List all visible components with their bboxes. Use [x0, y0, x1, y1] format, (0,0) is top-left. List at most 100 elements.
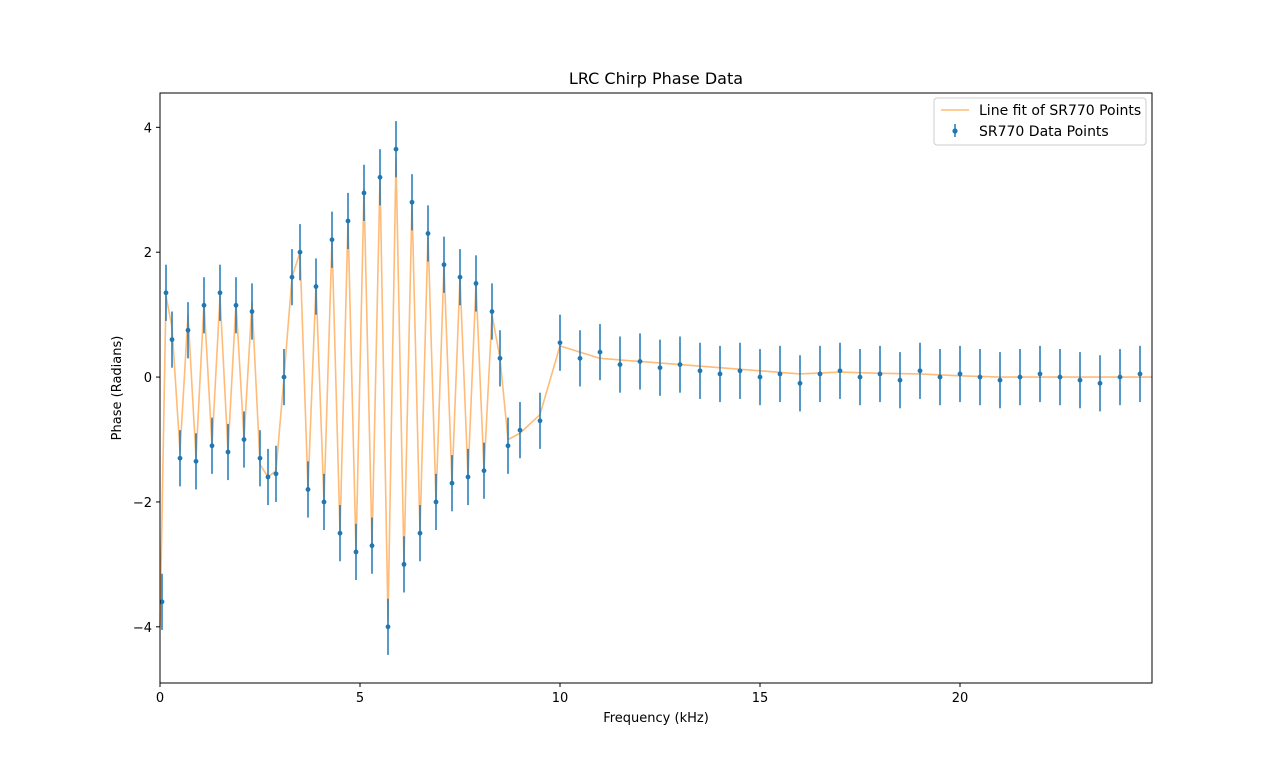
x-tick-label: 5 [356, 691, 364, 706]
data-point [321, 499, 327, 505]
data-point [1017, 374, 1023, 380]
data-point [1097, 380, 1103, 386]
data-point [313, 284, 319, 289]
legend-data-point-swatch [952, 128, 958, 134]
data-point [897, 377, 903, 383]
data-point [937, 374, 943, 380]
data-point [273, 471, 279, 477]
data-point [305, 487, 311, 492]
data-point [957, 371, 963, 377]
data-point [473, 281, 479, 286]
data-point [465, 474, 471, 480]
x-tick-label: 0 [156, 691, 164, 706]
legend-fit-label: Line fit of SR770 Points [979, 103, 1141, 119]
chart-title: LRC Chirp Phase Data [569, 69, 743, 88]
data-point [385, 624, 391, 630]
data-point [817, 371, 823, 377]
data-point [281, 374, 287, 380]
data-point [433, 499, 439, 505]
data-point [657, 365, 663, 371]
data-point [159, 599, 165, 605]
data-point-layer [159, 146, 1143, 630]
data-point [297, 249, 303, 255]
data-point [289, 274, 295, 280]
data-point [877, 371, 883, 377]
data-point [345, 218, 351, 224]
data-point [361, 190, 367, 196]
data-point [257, 455, 263, 461]
data-point [1117, 374, 1123, 380]
data-point [449, 480, 455, 486]
data-point [217, 290, 223, 296]
data-point [637, 359, 643, 364]
x-tick-label: 20 [952, 691, 969, 706]
data-point [489, 309, 495, 314]
data-point [457, 274, 463, 280]
data-point [481, 468, 487, 474]
data-point [597, 349, 603, 355]
data-point [163, 290, 169, 296]
x-axis-label: Frequency (kHz) [603, 711, 709, 726]
y-tick-label: 0 [144, 371, 152, 386]
data-point [337, 530, 343, 536]
data-point [677, 362, 683, 367]
data-point [497, 355, 503, 361]
data-point [353, 549, 359, 555]
data-point [737, 368, 743, 374]
data-point [225, 449, 231, 455]
data-point [505, 443, 511, 449]
data-point [369, 543, 375, 549]
legend: Line fit of SR770 Points SR770 Data Poin… [933, 97, 1147, 146]
data-point [233, 302, 239, 308]
data-point [241, 437, 247, 442]
data-point [777, 371, 783, 377]
data-point [837, 368, 843, 374]
data-point [169, 337, 175, 343]
data-point [329, 237, 335, 243]
data-point [977, 374, 983, 380]
data-point [425, 231, 431, 236]
x-axis-ticks: 0 5 10 15 20 [156, 683, 968, 706]
data-point [1037, 371, 1043, 377]
data-point [193, 458, 199, 464]
data-point [857, 374, 863, 380]
data-point [177, 455, 183, 461]
data-point [997, 377, 1003, 383]
data-point [393, 146, 399, 152]
data-point [409, 199, 415, 205]
y-tick-label: 2 [144, 246, 152, 261]
data-point [517, 427, 523, 433]
data-point [617, 362, 623, 367]
data-point [717, 371, 723, 377]
data-point [201, 302, 207, 308]
x-tick-label: 15 [752, 691, 769, 706]
data-point [441, 262, 447, 268]
legend-box [933, 97, 1147, 146]
data-point [917, 368, 923, 374]
plot-area [159, 121, 1152, 655]
data-point [417, 530, 423, 536]
x-tick-label: 10 [552, 691, 569, 706]
axes-frame [159, 92, 1153, 684]
data-point [1077, 377, 1083, 383]
y-tick-label: −2 [133, 496, 152, 511]
data-point [577, 355, 583, 361]
data-point [797, 380, 803, 386]
data-point [557, 340, 563, 346]
data-point [401, 561, 407, 567]
data-point [209, 443, 215, 449]
y-tick-label: −4 [133, 621, 152, 636]
legend-data-label: SR770 Data Points [979, 124, 1109, 140]
data-point [1057, 374, 1063, 380]
data-point [377, 174, 383, 180]
data-point [185, 327, 191, 333]
data-point [249, 309, 255, 314]
data-point [697, 368, 703, 374]
y-axis-label: Phase (Radians) [110, 336, 125, 441]
data-point [757, 374, 763, 380]
data-point [537, 418, 543, 424]
data-point [265, 474, 271, 480]
y-tick-label: 4 [144, 121, 152, 136]
